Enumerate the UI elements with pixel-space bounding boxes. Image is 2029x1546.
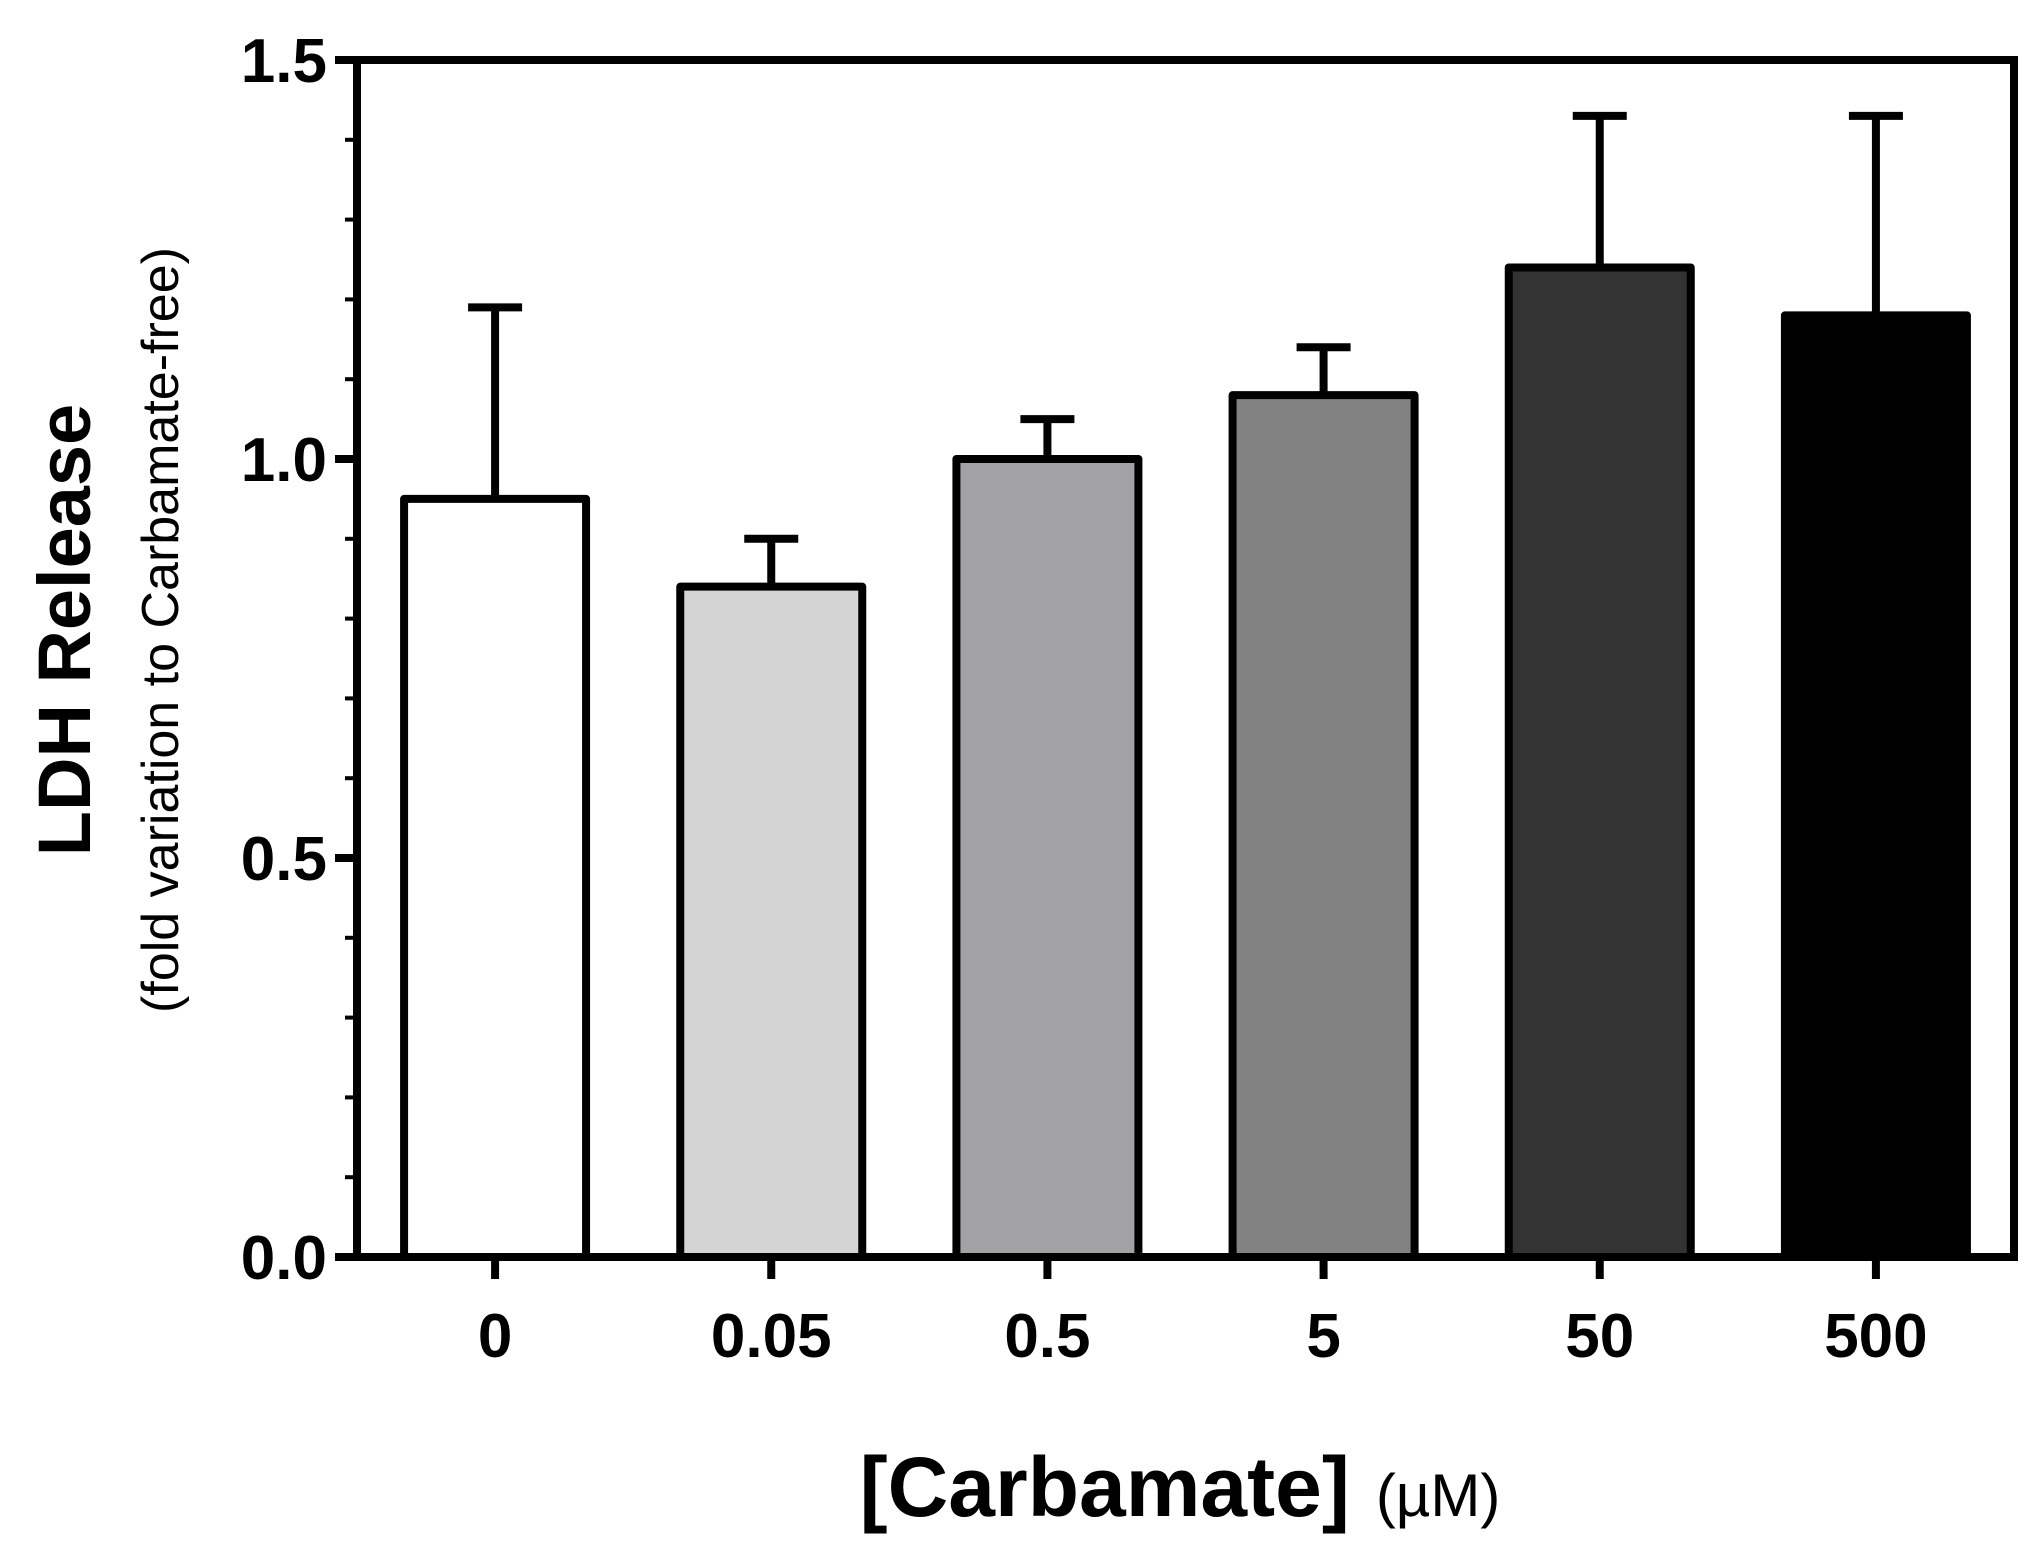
bar-500 [1780, 311, 1971, 1261]
y-tick-label-0.0: 0.0 [241, 1224, 327, 1293]
plot-frame [353, 56, 2018, 1261]
y-axis-subtitle: (fold variation to Carbamate-free) [132, 247, 190, 1013]
x-tick-label-50: 50 [1565, 1302, 1634, 1371]
y-tick-label-0.5: 0.5 [241, 825, 327, 894]
bar-0.05 [676, 582, 867, 1261]
y-tick-label-1.0: 1.0 [241, 426, 327, 495]
y-axis-title: LDH Release [23, 404, 106, 856]
x-tick-label-500: 500 [1824, 1302, 1927, 1371]
bar-50 [1504, 263, 1695, 1262]
bar-0 [400, 494, 591, 1261]
x-tick-label-5: 5 [1306, 1302, 1340, 1371]
bar-5 [1228, 391, 1419, 1262]
x-axis-title-main: [Carbamate] [860, 1440, 1350, 1534]
x-tick-label-0: 0 [478, 1302, 512, 1371]
plot-area: 0 0.05 0.5 5 50 500 0.0 0.5 1.0 1.5 [241, 27, 2018, 1371]
x-axis-title-unit: (µM) [1376, 1462, 1501, 1529]
x-tick-label-0.5: 0.5 [1004, 1302, 1090, 1371]
y-tick-label-1.5: 1.5 [241, 27, 327, 96]
x-axis-title: [Carbamate] (µM) [860, 1440, 1501, 1534]
bar-0.5 [952, 455, 1143, 1261]
x-tick-label-0.05: 0.05 [711, 1302, 832, 1371]
